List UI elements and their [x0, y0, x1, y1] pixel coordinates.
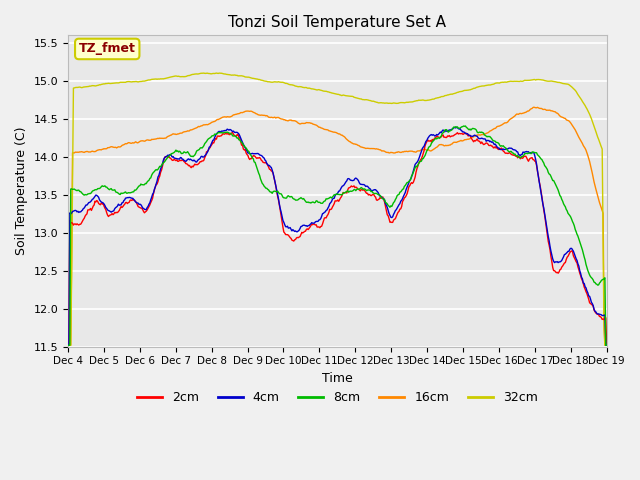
Line: 2cm: 2cm: [68, 132, 607, 345]
X-axis label: Time: Time: [322, 372, 353, 385]
8cm: [424, 147, 431, 153]
16cm: [530, 104, 538, 110]
8cm: [470, 126, 478, 132]
32cm: [470, 85, 478, 91]
Line: 32cm: 32cm: [68, 73, 607, 345]
16cm: [308, 120, 316, 126]
16cm: [159, 135, 167, 141]
8cm: [203, 139, 211, 144]
16cm: [64, 342, 72, 348]
2cm: [308, 222, 316, 228]
32cm: [159, 76, 167, 82]
4cm: [603, 342, 611, 348]
Line: 8cm: 8cm: [68, 126, 607, 345]
32cm: [203, 71, 211, 76]
2cm: [425, 138, 433, 144]
32cm: [308, 86, 316, 92]
Y-axis label: Soil Temperature (C): Soil Temperature (C): [15, 127, 28, 255]
32cm: [212, 70, 220, 76]
2cm: [470, 138, 478, 144]
4cm: [424, 135, 431, 141]
4cm: [381, 201, 389, 206]
8cm: [308, 200, 316, 205]
Line: 16cm: 16cm: [68, 107, 607, 345]
Line: 4cm: 4cm: [68, 127, 607, 345]
16cm: [203, 122, 211, 128]
Title: Tonzi Soil Temperature Set A: Tonzi Soil Temperature Set A: [228, 15, 446, 30]
16cm: [470, 134, 477, 140]
16cm: [603, 342, 611, 348]
4cm: [470, 132, 478, 138]
4cm: [452, 124, 460, 130]
8cm: [159, 160, 167, 166]
8cm: [64, 342, 72, 348]
8cm: [381, 200, 389, 205]
2cm: [64, 342, 72, 348]
4cm: [159, 157, 167, 163]
Legend: 2cm, 4cm, 8cm, 16cm, 32cm: 2cm, 4cm, 8cm, 16cm, 32cm: [132, 386, 543, 409]
32cm: [425, 97, 433, 103]
32cm: [383, 100, 390, 106]
2cm: [203, 149, 211, 155]
4cm: [64, 342, 72, 348]
16cm: [381, 149, 389, 155]
4cm: [308, 220, 316, 226]
32cm: [603, 342, 611, 348]
2cm: [603, 342, 611, 348]
8cm: [603, 342, 611, 348]
2cm: [228, 130, 236, 135]
4cm: [203, 151, 211, 156]
2cm: [383, 207, 390, 213]
16cm: [424, 147, 431, 153]
Text: TZ_fmet: TZ_fmet: [79, 42, 136, 56]
8cm: [460, 123, 468, 129]
2cm: [159, 159, 167, 165]
32cm: [64, 342, 72, 348]
